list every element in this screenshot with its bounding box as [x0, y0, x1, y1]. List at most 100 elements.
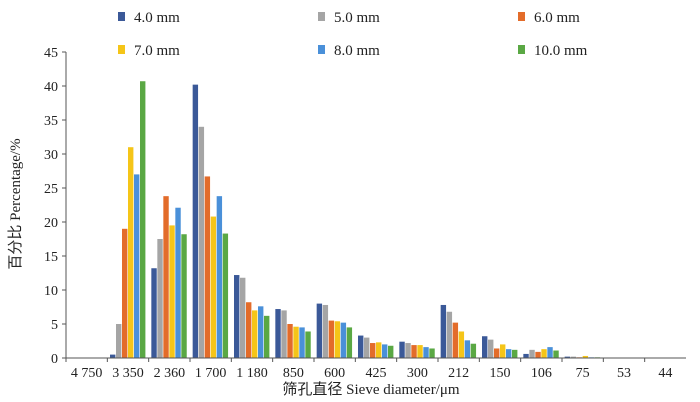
x-tick-label: 4 750	[71, 366, 103, 381]
bar-6.0mm-2360	[163, 196, 169, 358]
y-tick-label: 5	[51, 318, 58, 333]
bar-6.0mm-1700	[204, 176, 211, 358]
bar-4.0mm-150	[482, 336, 488, 358]
x-tick-label: 44	[658, 366, 672, 381]
x-tick-label: 3 350	[112, 366, 144, 381]
legend-swatch	[318, 12, 325, 21]
legend-label: 8.0 mm	[334, 43, 380, 59]
x-tick-label: 1 700	[195, 366, 227, 381]
bar-8.0mm-850	[299, 327, 305, 358]
bar-5.0mm-106	[529, 349, 535, 358]
x-tick-label: 75	[576, 366, 590, 381]
bar-4.0mm-600	[316, 303, 323, 358]
bar-4.0mm-425	[358, 335, 364, 358]
y-tick-label: 45	[44, 46, 58, 61]
y-tick-label: 10	[44, 284, 58, 299]
bar-10.0mm-425	[388, 345, 394, 358]
bar-7.0mm-425	[376, 342, 382, 358]
bar-8.0mm-600	[340, 322, 347, 358]
bar-5.0mm-1700	[198, 126, 205, 358]
bar-7.0mm-850	[293, 326, 299, 358]
bar-4.0mm-1180	[234, 275, 240, 358]
legend-label: 10.0 mm	[534, 43, 588, 59]
bar-10.0mm-300	[429, 348, 435, 358]
bar-6.0mm-3350	[122, 228, 128, 358]
bar-8.0mm-212	[464, 340, 471, 358]
x-tick-label: 425	[366, 366, 387, 381]
x-tick-label: 850	[283, 366, 304, 381]
bar-series-group	[110, 81, 601, 359]
x-tick-label: 600	[324, 366, 345, 381]
x-tick-label: 150	[490, 366, 511, 381]
axes	[65, 52, 686, 359]
bar-5.0mm-300	[405, 343, 411, 358]
bar-6.0mm-212	[452, 322, 459, 358]
y-tick-label: 40	[44, 80, 58, 95]
legend-label: 4.0 mm	[134, 10, 180, 26]
legend-swatch	[518, 12, 525, 21]
legend-swatch	[118, 45, 125, 54]
bar-7.0mm-2360	[169, 225, 175, 358]
bar-5.0mm-150	[488, 339, 494, 358]
legend-swatch	[118, 12, 125, 21]
y-tick-label: 20	[44, 216, 58, 231]
y-tick-labels: 0 5 10 15 20 25 30 35 40 45	[44, 46, 66, 367]
y-tick-label: 25	[44, 182, 58, 197]
bar-8.0mm-300	[423, 347, 429, 358]
bar-5.0mm-1180	[240, 277, 246, 358]
bar-7.0mm-106	[541, 349, 547, 358]
bar-7.0mm-300	[417, 345, 423, 358]
bar-4.0mm-2360	[151, 268, 157, 358]
bar-10.0mm-850	[305, 331, 311, 358]
legend-label: 7.0 mm	[134, 43, 180, 59]
y-tick-label: 35	[44, 114, 58, 129]
y-tick-label: 15	[44, 250, 58, 265]
legend-swatch	[518, 45, 525, 54]
bar-6.0mm-150	[494, 348, 500, 358]
bar-4.0mm-300	[399, 341, 405, 358]
bar-10.0mm-600	[346, 327, 353, 358]
bar-8.0mm-425	[382, 344, 388, 358]
bar-10.0mm-1180	[264, 315, 270, 358]
y-tick-label: 0	[51, 352, 58, 367]
bar-8.0mm-106	[547, 347, 553, 358]
bar-8.0mm-1700	[216, 196, 223, 358]
bar-7.0mm-150	[500, 344, 506, 358]
bar-5.0mm-850	[281, 310, 287, 358]
x-tick-labels: 4 750 3 350 2 360 1 700 1 180 850 600 425 300 212…	[65, 358, 672, 381]
bar-10.0mm-3350	[140, 81, 146, 359]
x-tick-label: 212	[448, 366, 469, 381]
bar-6.0mm-300	[411, 345, 417, 358]
legend-label: 6.0 mm	[534, 10, 580, 26]
bar-7.0mm-1180	[252, 310, 258, 358]
bar-8.0mm-150	[506, 349, 512, 358]
bar-6.0mm-850	[287, 324, 293, 358]
bar-10.0mm-1700	[222, 233, 229, 358]
bar-6.0mm-106	[535, 351, 541, 358]
bar-8.0mm-1180	[258, 306, 264, 358]
x-tick-label: 53	[617, 366, 631, 381]
x-axis-label: 筛孔直径 Sieve diameter/μm	[282, 381, 460, 398]
bar-6.0mm-1180	[246, 302, 252, 358]
x-tick-label: 2 360	[154, 366, 186, 381]
x-tick-label: 106	[531, 366, 552, 381]
x-tick-label: 1 180	[236, 366, 268, 381]
bar-4.0mm-850	[275, 309, 281, 358]
bar-7.0mm-75	[582, 355, 589, 358]
legend-label: 5.0 mm	[334, 10, 380, 26]
bar-7.0mm-1700	[210, 216, 217, 358]
bar-10.0mm-150	[512, 349, 518, 358]
bar-7.0mm-600	[334, 321, 341, 358]
bar-10.0mm-2360	[181, 234, 187, 358]
bar-6.0mm-600	[328, 320, 335, 358]
bar-5.0mm-2360	[157, 239, 163, 358]
bar-10.0mm-212	[470, 343, 477, 358]
bar-5.0mm-3350	[116, 324, 122, 358]
bar-5.0mm-425	[364, 337, 370, 358]
bar-7.0mm-212	[458, 331, 465, 358]
y-axis-label: 百分比 Percentage/%	[7, 138, 24, 269]
bar-5.0mm-75	[570, 356, 577, 358]
bar-5.0mm-212	[446, 311, 453, 358]
x-tick-label: 300	[407, 366, 428, 381]
